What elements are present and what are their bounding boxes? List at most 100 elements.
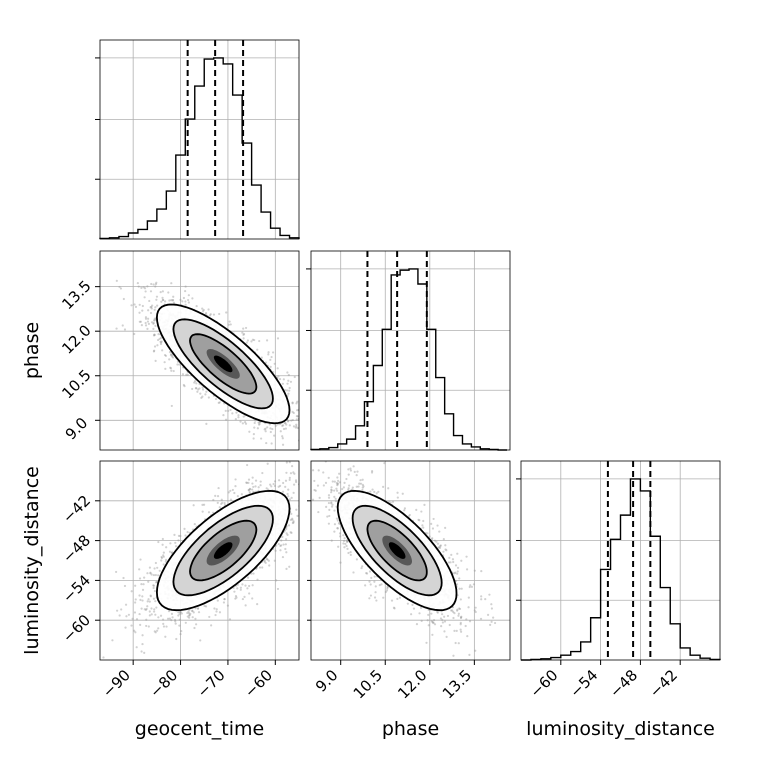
scatter-point — [196, 607, 200, 610]
joint-geocent-time-vs-phase — [99, 250, 306, 452]
scatter-point — [161, 290, 164, 293]
scatter-point — [186, 615, 189, 618]
scatter-point — [125, 615, 128, 618]
scatter-point — [231, 488, 234, 492]
scatter-point — [205, 390, 208, 393]
scatter-point — [281, 535, 284, 538]
scatter-point — [259, 484, 262, 487]
scatter-point — [281, 555, 285, 559]
scatter-point — [188, 614, 191, 617]
scatter-point — [234, 478, 237, 481]
scatter-point — [223, 597, 226, 601]
scatter-point — [150, 573, 153, 576]
scatter-point — [256, 348, 259, 351]
scatter-point — [149, 594, 152, 597]
scatter-point — [296, 400, 299, 403]
scatter-point — [154, 561, 157, 565]
scatter-point — [257, 486, 260, 489]
scatter-point — [281, 382, 284, 385]
scatter-point — [149, 571, 152, 574]
scatter-point — [133, 629, 136, 632]
scatter-point — [164, 560, 167, 563]
scatter-point — [277, 479, 281, 482]
scatter-point — [168, 299, 171, 302]
scatter-point — [281, 490, 285, 493]
scatter-point — [256, 603, 259, 606]
scatter-point — [192, 504, 195, 507]
scatter-point — [304, 415, 306, 417]
scatter-point — [212, 498, 215, 502]
scatter-point — [124, 626, 127, 629]
scatter-point — [295, 415, 299, 418]
scatter-point — [229, 498, 233, 501]
scatter-point — [163, 361, 166, 364]
scatter-point — [290, 512, 293, 515]
scatter-point — [285, 538, 288, 541]
scatter-point — [251, 488, 254, 491]
scatter-point — [290, 531, 293, 535]
scatter-point — [150, 307, 153, 310]
scatter-point — [264, 427, 267, 430]
scatter-point — [146, 285, 149, 288]
scatter-point — [302, 488, 304, 490]
scatter-point — [218, 312, 221, 316]
scatter-point — [160, 340, 163, 343]
scatter-point — [245, 481, 248, 484]
scatter-point — [169, 354, 173, 357]
scatter-point — [295, 418, 298, 421]
scatter-point — [171, 551, 174, 554]
scatter-point — [258, 423, 261, 426]
scatter-point — [199, 392, 202, 395]
scatter-point — [279, 549, 282, 552]
scatter-point — [153, 318, 156, 321]
scatter-point — [267, 450, 269, 452]
scatter-point — [279, 430, 282, 433]
scatter-point — [191, 297, 194, 300]
scatter-point — [241, 422, 244, 425]
scatter-point — [187, 611, 191, 615]
scatter-point — [268, 564, 271, 567]
scatter-point — [266, 462, 269, 465]
scatter-point — [192, 611, 195, 614]
scatter-point — [280, 539, 283, 542]
scatter-point — [218, 506, 221, 509]
scatter-point — [143, 608, 146, 611]
scatter-point — [302, 489, 304, 491]
scatter-point — [134, 584, 137, 587]
scatter-point — [161, 537, 164, 541]
scatter-point — [153, 589, 157, 593]
scatter-point — [169, 542, 172, 545]
scatter-point — [155, 298, 158, 301]
scatter-point — [153, 349, 156, 352]
scatter-point — [291, 418, 294, 422]
scatter-point — [173, 533, 176, 536]
scatter-point — [256, 427, 259, 430]
scatter-point — [261, 566, 264, 569]
scatter-point — [246, 463, 249, 467]
scatter-point — [198, 387, 201, 390]
scatter-point — [122, 576, 125, 580]
scatter-point — [159, 341, 163, 344]
scatter-point — [300, 423, 302, 425]
scatter-point — [159, 342, 163, 346]
scatter-point — [289, 518, 292, 521]
scatter-point — [164, 635, 167, 638]
scatter-point — [183, 384, 186, 388]
scatter-point — [299, 431, 301, 433]
scatter-point — [204, 393, 207, 396]
scatter-point — [222, 413, 225, 417]
scatter-point — [118, 285, 121, 289]
scatter-point — [300, 402, 302, 404]
scatter-point — [138, 303, 141, 306]
scatter-point — [258, 422, 261, 425]
scatter-point — [144, 317, 148, 320]
scatter-point — [183, 527, 186, 530]
scatter-point — [178, 610, 181, 614]
scatter-point — [154, 613, 157, 616]
scatter-point — [138, 568, 141, 571]
scatter-point — [224, 418, 228, 421]
scatter-point — [149, 572, 152, 575]
histogram-step — [310, 268, 508, 451]
scatter-point — [248, 592, 251, 595]
scatter-point — [293, 375, 296, 379]
